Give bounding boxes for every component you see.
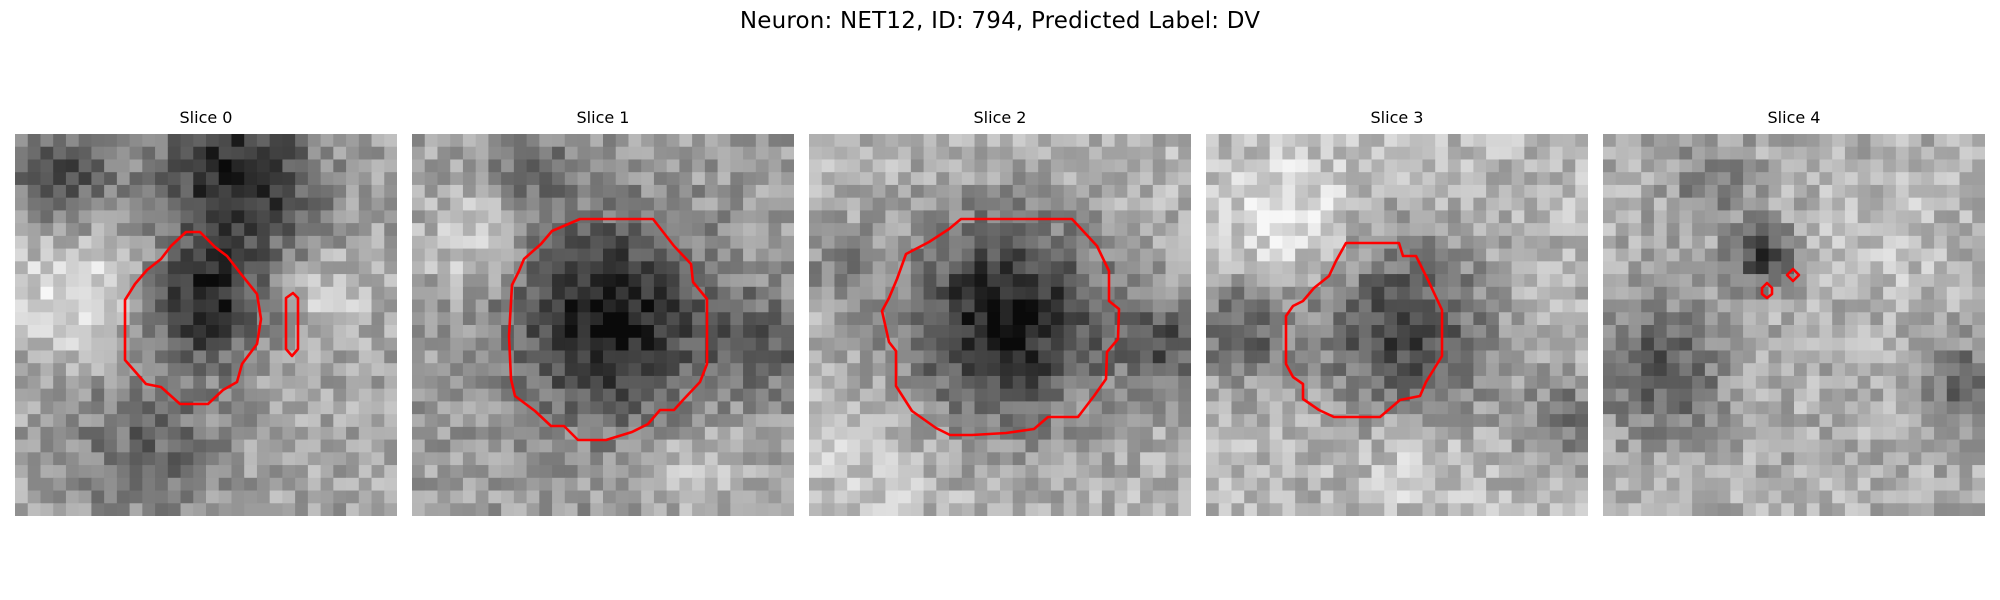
- slice-panel-3: Slice 3: [1206, 108, 1588, 516]
- segmentation-contour: [507, 217, 709, 442]
- contour-overlay: [507, 217, 709, 442]
- slice-panel-0: Slice 0: [15, 108, 397, 516]
- slice-image-1: [412, 134, 794, 516]
- segmentation-contour: [284, 291, 300, 358]
- slice-title-3: Slice 3: [1370, 108, 1424, 127]
- slice-title-1: Slice 1: [576, 108, 630, 127]
- grayscale-pixels: [1206, 134, 1588, 516]
- contour-overlay: [1760, 267, 1801, 300]
- slice-image-3: [1206, 134, 1588, 516]
- grayscale-pixels: [15, 134, 397, 516]
- slice-panel-2: Slice 2: [809, 108, 1191, 516]
- segmentation-contour: [1284, 241, 1444, 419]
- slice-title-0: Slice 0: [179, 108, 233, 127]
- segmentation-contour: [1760, 281, 1774, 300]
- slice-image-4: [1603, 134, 1985, 516]
- segmentation-contour: [123, 230, 263, 406]
- contour-overlay: [1284, 241, 1444, 419]
- slice-panel-4: Slice 4: [1603, 108, 1985, 516]
- grayscale-pixels: [1603, 134, 1985, 516]
- contour-overlay: [880, 217, 1121, 437]
- slice-title-2: Slice 2: [973, 108, 1027, 127]
- figure-title: Neuron: NET12, ID: 794, Predicted Label:…: [739, 8, 1261, 34]
- slice-image-2: [809, 134, 1191, 516]
- contour-overlay: [123, 230, 300, 406]
- grayscale-pixels: [412, 134, 794, 516]
- slice-image-0: [15, 134, 397, 516]
- segmentation-contour: [880, 217, 1121, 437]
- segmentation-contour: [1785, 267, 1801, 283]
- slice-title-4: Slice 4: [1767, 108, 1821, 127]
- slice-panel-1: Slice 1: [412, 108, 794, 516]
- grayscale-pixels: [809, 134, 1191, 516]
